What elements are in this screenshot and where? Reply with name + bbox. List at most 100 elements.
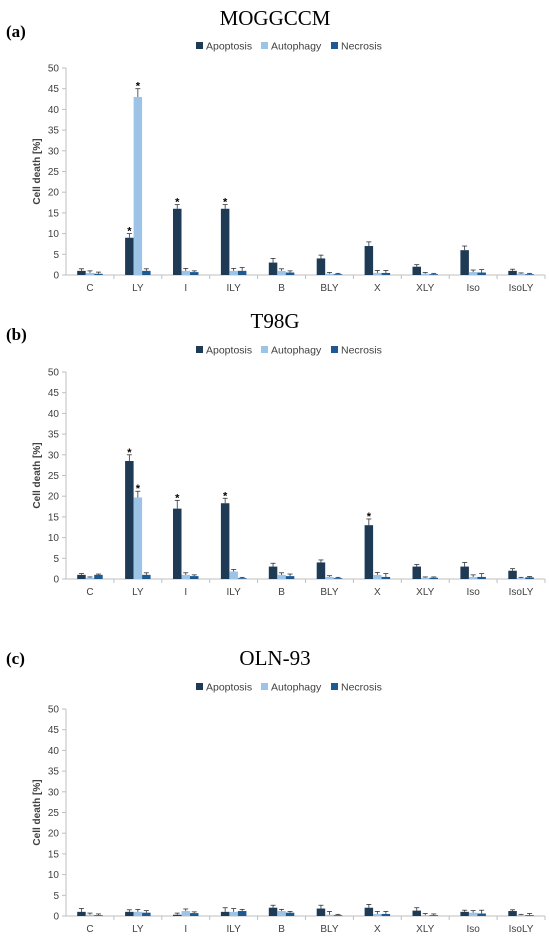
x-tick-label: LY	[132, 924, 144, 935]
bar-autophagy	[133, 96, 143, 275]
y-axis-label: Cell death [%]	[32, 779, 43, 845]
significance-marker: *	[127, 447, 132, 459]
x-tick-label: B	[278, 924, 285, 935]
legend-label: Autophagy	[271, 41, 322, 53]
legend-swatch	[331, 346, 338, 353]
bar-apoptosis	[220, 503, 230, 579]
x-tick-label: IsoLY	[509, 587, 534, 598]
bar-apoptosis	[125, 911, 134, 916]
chart-panel-b: (b) T98G Apoptosis Autophagy Necrosis Cell …	[6, 309, 546, 598]
bar-apoptosis	[412, 266, 421, 275]
legend-label: Apoptosis	[206, 345, 252, 357]
bar-necrosis	[477, 913, 486, 916]
y-tick-label: 10	[48, 533, 60, 544]
y-tick-label: 50	[48, 64, 60, 75]
legend-swatch	[196, 346, 203, 353]
bar-necrosis	[94, 574, 103, 579]
bar-apoptosis	[268, 907, 278, 916]
bar-necrosis	[525, 915, 534, 916]
y-tick-label: 5	[53, 250, 59, 261]
bar-autophagy	[85, 272, 95, 275]
bar-apoptosis	[220, 911, 230, 916]
bar-necrosis	[525, 274, 534, 275]
legend-label: Necrosis	[341, 345, 382, 357]
y-tick-label: 0	[53, 912, 59, 923]
bar-necrosis	[477, 576, 486, 579]
y-tick-label: 45	[48, 725, 60, 736]
bar-autophagy	[229, 571, 238, 579]
y-tick-label: 45	[48, 388, 60, 399]
panel-letter: (b)	[6, 325, 27, 344]
panel-letter: (a)	[6, 22, 26, 41]
legend-swatch	[331, 42, 338, 49]
bar-necrosis	[142, 912, 151, 916]
bar-apoptosis	[220, 208, 230, 275]
x-tick-label: X	[374, 924, 381, 935]
y-tick-label: 40	[48, 105, 60, 116]
bar-apoptosis	[125, 237, 134, 275]
bar-apoptosis	[460, 566, 469, 579]
x-tick-label: Iso	[466, 283, 480, 294]
legend-label: Apoptosis	[206, 682, 252, 694]
y-tick-label: 25	[48, 808, 60, 819]
x-tick-label: XLY	[416, 924, 434, 935]
y-tick-label: 5	[53, 554, 59, 565]
x-tick-label: XLY	[416, 283, 434, 294]
bar-apoptosis	[77, 911, 86, 916]
legend-swatch	[261, 346, 268, 353]
chart-title: OLN-93	[239, 646, 311, 670]
y-tick-label: 35	[48, 767, 60, 778]
bar-autophagy	[181, 270, 190, 275]
bar-necrosis	[142, 574, 151, 579]
bar-apoptosis	[173, 508, 182, 579]
bar-necrosis	[142, 270, 151, 275]
bar-necrosis	[190, 576, 199, 579]
bar-necrosis	[429, 577, 438, 579]
y-tick-label: 10	[48, 870, 60, 881]
bar-necrosis	[237, 911, 247, 916]
bar-apoptosis	[268, 566, 278, 579]
bar-autophagy	[468, 576, 478, 579]
bar-necrosis	[333, 578, 343, 579]
y-tick-label: 15	[48, 849, 60, 860]
y-tick-label: 30	[48, 450, 60, 461]
y-tick-label: 25	[48, 167, 60, 178]
bar-apoptosis	[412, 566, 421, 579]
x-tick-label: C	[86, 924, 93, 935]
bar-apoptosis	[173, 208, 182, 275]
x-tick-label: I	[184, 924, 187, 935]
y-tick-label: 20	[48, 829, 60, 840]
y-tick-label: 40	[48, 746, 60, 757]
bar-autophagy	[421, 915, 430, 916]
y-tick-label: 15	[48, 208, 60, 219]
y-axis-label: Cell death [%]	[32, 442, 43, 508]
y-tick-label: 50	[48, 368, 60, 379]
bar-apoptosis	[364, 246, 374, 275]
significance-marker: *	[223, 197, 228, 209]
legend-label: Apoptosis	[206, 41, 252, 53]
bar-necrosis	[381, 913, 391, 916]
bar-apoptosis	[316, 562, 326, 579]
legend-label: Autophagy	[271, 682, 322, 694]
bar-autophagy	[85, 914, 95, 916]
legend-swatch	[261, 42, 268, 49]
bar-necrosis	[285, 576, 295, 579]
x-tick-label: BLY	[320, 587, 338, 598]
bar-apoptosis	[508, 570, 517, 579]
bar-necrosis	[429, 274, 438, 275]
y-tick-label: 20	[48, 492, 60, 503]
x-tick-label: XLY	[416, 587, 434, 598]
chart-title: T98G	[250, 309, 300, 333]
bar-necrosis	[285, 912, 295, 916]
bar-autophagy	[277, 270, 286, 275]
bar-chart: Apoptosis Autophagy Necrosis Cell death [%]…	[32, 682, 546, 935]
y-tick-label: 50	[48, 705, 60, 716]
significance-marker: *	[136, 81, 141, 93]
x-tick-label: X	[374, 283, 381, 294]
y-tick-label: 20	[48, 188, 60, 199]
x-tick-label: B	[278, 587, 285, 598]
bar-autophagy	[85, 577, 95, 579]
bar-autophagy	[373, 574, 382, 579]
significance-marker: *	[175, 197, 180, 209]
